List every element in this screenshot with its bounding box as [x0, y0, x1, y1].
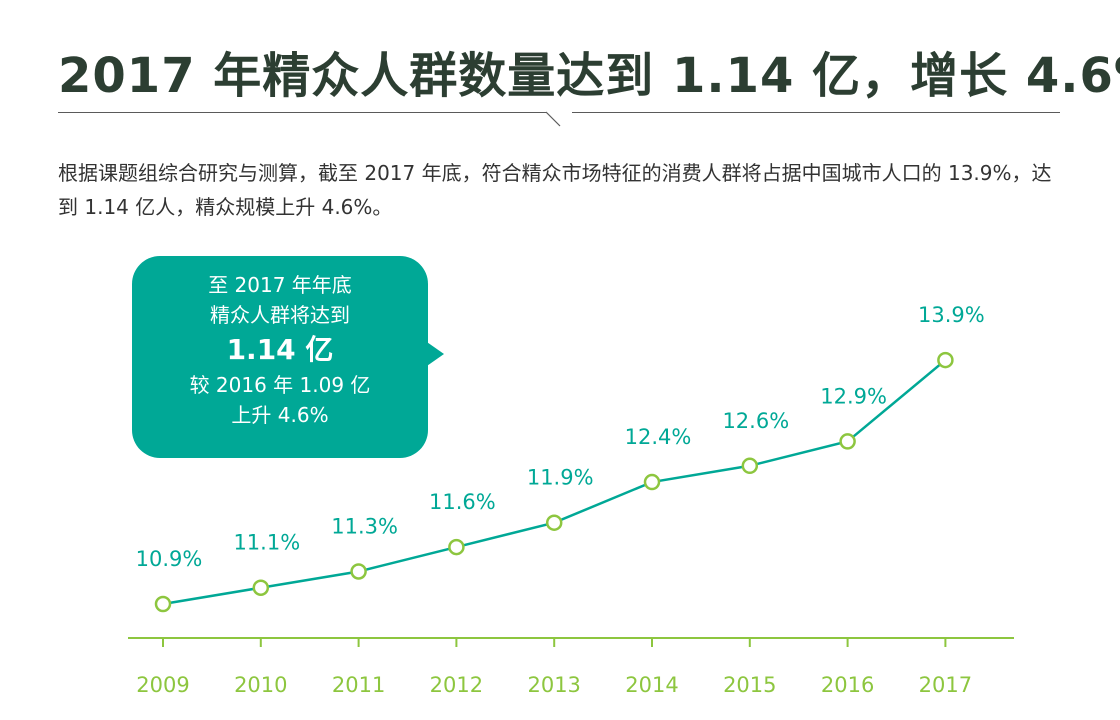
data-label: 12.4% [625, 425, 692, 449]
x-tick-label: 2009 [136, 673, 189, 697]
data-label: 12.9% [820, 384, 887, 408]
x-tick-label: 2013 [527, 673, 580, 697]
callout-bubble: 至 2017 年年底 精众人群将达到 1.14 亿 较 2016 年 1.09 … [132, 256, 428, 458]
page-title: 2017 年精众人群数量达到 1.14 亿，增长 4.6% [58, 48, 1120, 104]
callout-line-3: 较 2016 年 1.09 亿 [189, 373, 371, 397]
data-point [839, 433, 856, 450]
x-tick-label: 2015 [723, 673, 776, 697]
description-text: 根据课题组综合研究与测算，截至 2017 年底，符合精众市场特征的消费人群将占据… [58, 161, 1052, 219]
data-label: 12.6% [722, 409, 789, 433]
data-label: 13.9% [918, 303, 985, 327]
x-tick-label: 2014 [625, 673, 678, 697]
x-tick-label: 2012 [430, 673, 483, 697]
callout-highlight: 1.14 亿 [226, 333, 334, 366]
x-tick-label: 2011 [332, 673, 385, 697]
title-divider-right [572, 112, 1060, 113]
x-tick-label: 2016 [821, 673, 874, 697]
title-divider-left [58, 112, 546, 113]
x-tick-label: 2017 [919, 673, 972, 697]
callout-pointer [424, 340, 444, 368]
data-label: 11.6% [429, 490, 496, 514]
callout-line-1: 至 2017 年年底 [208, 273, 352, 297]
divider-notch [545, 111, 561, 127]
data-label: 11.3% [331, 514, 398, 538]
data-point [741, 457, 759, 475]
data-label: 11.1% [233, 531, 300, 555]
callout-line-2: 精众人群将达到 [210, 303, 350, 327]
data-point [154, 595, 172, 613]
data-point [448, 538, 465, 556]
data-point [937, 351, 954, 369]
data-label: 10.9% [136, 547, 203, 571]
x-tick-label: 2010 [234, 673, 287, 697]
data-point [350, 563, 367, 580]
data-label: 11.9% [527, 466, 594, 490]
data-point [545, 514, 563, 531]
callout-line-4: 上升 4.6% [231, 403, 329, 427]
data-point [643, 473, 661, 491]
data-point [252, 579, 270, 596]
